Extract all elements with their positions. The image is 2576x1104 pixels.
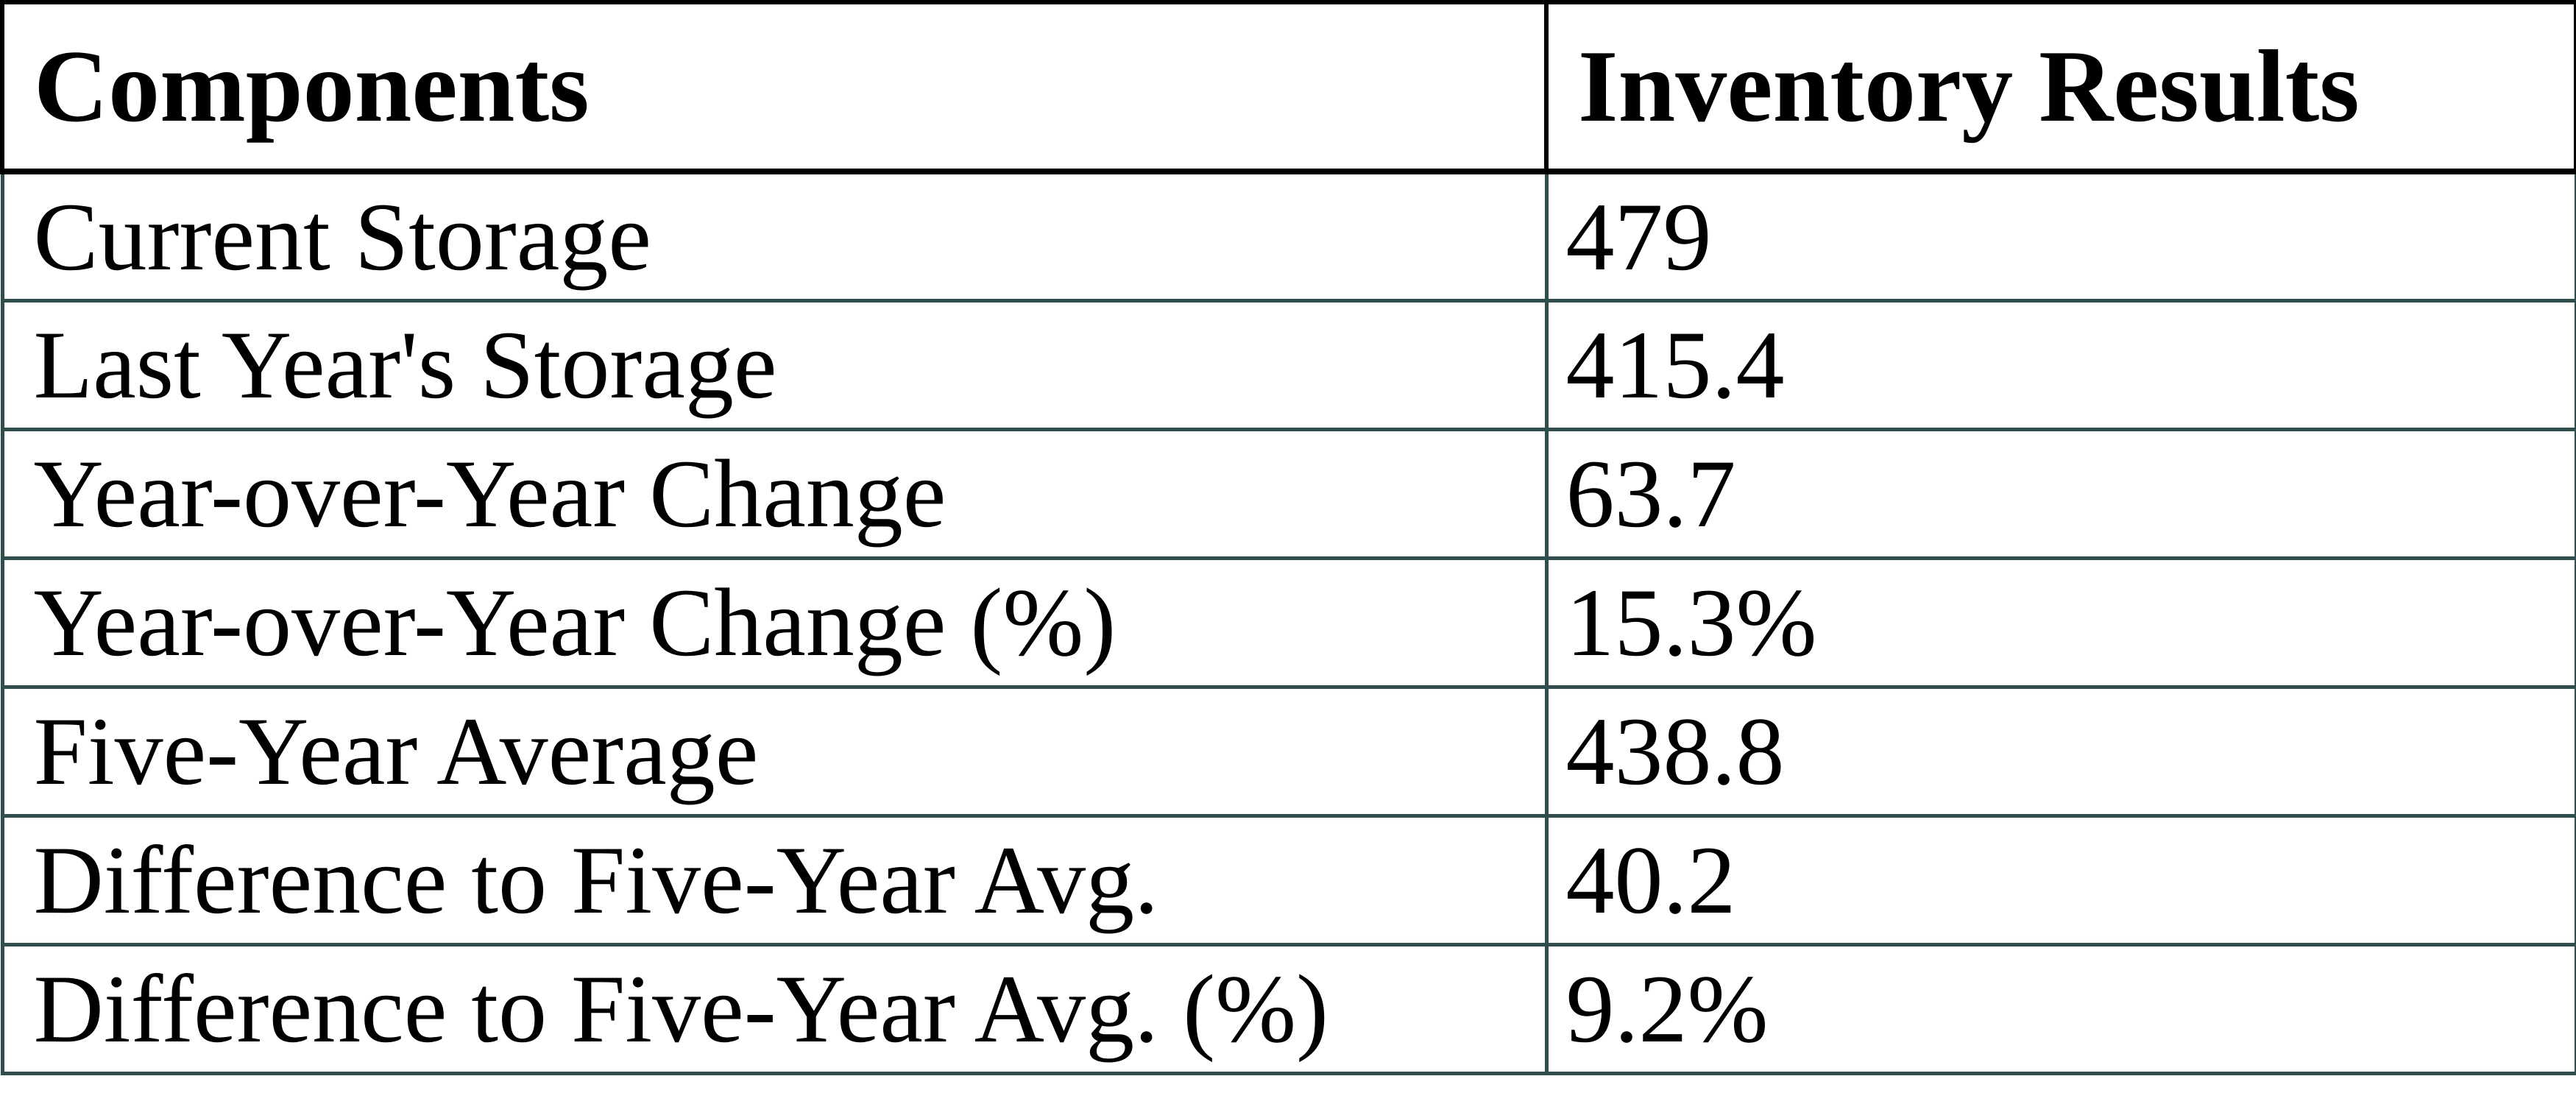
inventory-results-table: Components Inventory Results Current Sto…	[0, 0, 2576, 1075]
row-label-current-storage: Current Storage	[0, 169, 1549, 302]
row-value-yoy-change-pct: 15.3%	[1544, 556, 2576, 689]
row-value-yoy-change: 63.7	[1544, 427, 2576, 560]
table-row-five-year-average: Five-Year Average 438.8	[0, 684, 2576, 818]
row-label-diff-five-year-avg-pct: Difference to Five-Year Avg. (%)	[0, 942, 1549, 1075]
row-label-five-year-average: Five-Year Average	[0, 684, 1549, 818]
row-label-diff-five-year-avg: Difference to Five-Year Avg.	[0, 813, 1549, 946]
table-row-last-years-storage: Last Year's Storage 415.4	[0, 298, 2576, 431]
table-row-diff-five-year-avg-pct: Difference to Five-Year Avg. (%) 9.2%	[0, 942, 2576, 1075]
row-value-diff-five-year-avg: 40.2	[1544, 813, 2576, 946]
table-row-diff-five-year-avg: Difference to Five-Year Avg. 40.2	[0, 813, 2576, 946]
header-cell-inventory-results: Inventory Results	[1544, 0, 2576, 174]
table-row-yoy-change-pct: Year-over-Year Change (%) 15.3%	[0, 556, 2576, 689]
row-value-diff-five-year-avg-pct: 9.2%	[1544, 942, 2576, 1075]
row-label-last-years-storage: Last Year's Storage	[0, 298, 1549, 431]
row-value-last-years-storage: 415.4	[1544, 298, 2576, 431]
row-value-five-year-average: 438.8	[1544, 684, 2576, 818]
row-value-current-storage: 479	[1544, 169, 2576, 302]
table-row-yoy-change: Year-over-Year Change 63.7	[0, 427, 2576, 560]
table-row-current-storage: Current Storage 479	[0, 169, 2576, 302]
row-label-yoy-change: Year-over-Year Change	[0, 427, 1549, 560]
table-header-row: Components Inventory Results	[0, 0, 2576, 174]
row-label-yoy-change-pct: Year-over-Year Change (%)	[0, 556, 1549, 689]
header-cell-components: Components	[0, 0, 1549, 174]
